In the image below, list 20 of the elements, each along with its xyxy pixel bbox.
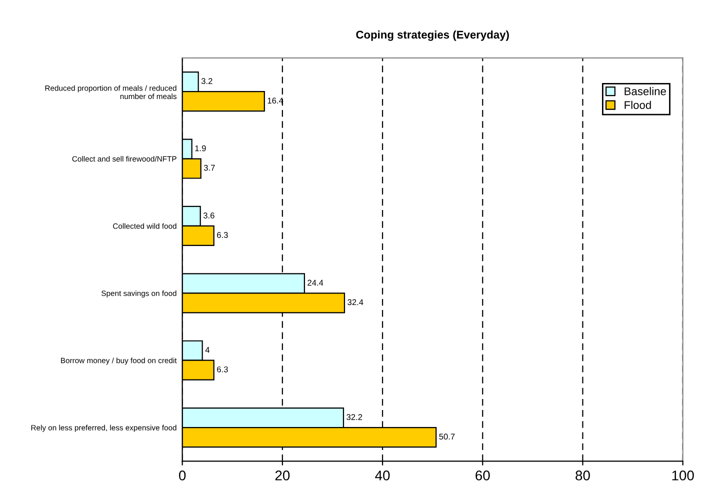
data-label: 6.3 <box>217 232 228 238</box>
data-label: 3.2 <box>201 78 212 84</box>
x-tick-label: 0 <box>179 470 186 480</box>
data-label: 24.4 <box>308 280 324 286</box>
data-label: 6.3 <box>217 366 228 372</box>
x-tick-label: 80 <box>576 470 590 480</box>
data-label: 3.6 <box>203 212 214 218</box>
x-tick-label: 100 <box>672 470 694 480</box>
legend-label: Baseline <box>624 87 666 96</box>
data-label: 3.7 <box>204 164 215 171</box>
legend-label: Flood <box>624 100 651 109</box>
x-tick-label: 20 <box>275 470 290 480</box>
x-tick-label: 40 <box>375 470 390 480</box>
data-label: 4 <box>205 347 210 353</box>
data-label: 32.2 <box>346 414 362 420</box>
x-tick-label: 60 <box>476 470 490 480</box>
data-label: 32.4 <box>348 299 364 306</box>
chart-title: Coping strategies (Everyday) <box>356 30 509 41</box>
data-label: 50.7 <box>439 434 455 440</box>
data-label: 1.9 <box>195 145 206 152</box>
